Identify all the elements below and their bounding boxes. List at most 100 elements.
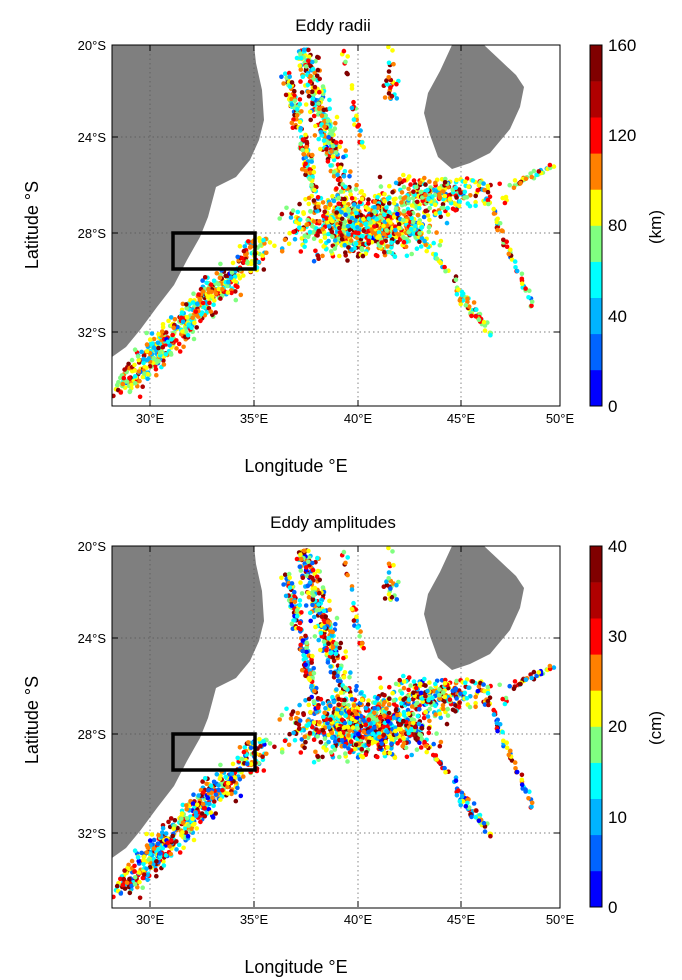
eddy-point xyxy=(366,698,371,703)
eddy-point xyxy=(155,340,161,346)
eddy-point xyxy=(442,180,448,185)
eddy-point xyxy=(353,711,359,717)
eddy-point xyxy=(317,720,322,725)
colorbar-band xyxy=(590,618,602,655)
eddy-point xyxy=(237,745,243,750)
eddy-point xyxy=(287,731,292,737)
eddy-point xyxy=(412,724,418,730)
eddy-point xyxy=(292,88,297,94)
eddy-point xyxy=(441,706,446,712)
eddy-point xyxy=(303,102,309,107)
eddy-point xyxy=(218,296,223,301)
eddy-point xyxy=(386,75,392,80)
eddy-point xyxy=(375,754,380,760)
eddy-point xyxy=(137,895,143,901)
eddy-point xyxy=(321,138,327,143)
eddy-point xyxy=(300,575,306,580)
eddy-point xyxy=(156,846,161,852)
eddy-point xyxy=(315,253,321,258)
eddy-point xyxy=(184,315,190,320)
eddy-point xyxy=(335,177,341,183)
eddy-point xyxy=(317,590,322,596)
eddy-point xyxy=(441,189,446,194)
eddy-point xyxy=(504,239,510,244)
eddy-point xyxy=(225,290,231,295)
eddy-point xyxy=(414,747,420,752)
y-tick-label: 20°S xyxy=(78,539,107,554)
eddy-point xyxy=(445,212,451,217)
eddy-point xyxy=(349,86,355,91)
eddy-point xyxy=(218,762,223,768)
eddy-point xyxy=(359,641,365,646)
eddy-point xyxy=(144,831,149,837)
eddy-point xyxy=(502,701,508,707)
eddy-point xyxy=(382,199,387,204)
eddy-point xyxy=(315,54,320,60)
eddy-point xyxy=(443,176,448,182)
eddy-point xyxy=(387,702,392,707)
eddy-point xyxy=(149,331,155,336)
eddy-point xyxy=(312,84,318,90)
eddy-point xyxy=(336,702,341,707)
eddy-point xyxy=(191,291,196,296)
eddy-point xyxy=(355,725,360,731)
colorbar-tick-label: 160 xyxy=(608,36,636,55)
eddy-point xyxy=(473,193,479,199)
eddy-point xyxy=(382,249,387,255)
eddy-point xyxy=(213,792,219,797)
eddy-point xyxy=(282,738,288,744)
eddy-point xyxy=(318,739,324,745)
eddy-point xyxy=(129,883,134,889)
y-tick-label: 32°S xyxy=(78,826,107,841)
eddy-point xyxy=(237,276,243,281)
eddy-point xyxy=(303,64,309,69)
eddy-point xyxy=(300,638,306,643)
eddy-point xyxy=(328,216,333,221)
eddy-point xyxy=(118,375,123,381)
eddy-point xyxy=(322,118,327,124)
eddy-point xyxy=(311,258,317,264)
eddy-point xyxy=(296,726,302,731)
eddy-point xyxy=(303,565,309,570)
eddy-point xyxy=(256,259,261,265)
eddy-point xyxy=(238,793,244,799)
eddy-point xyxy=(468,694,473,699)
eddy-point xyxy=(485,684,491,690)
eddy-point xyxy=(211,803,216,809)
eddy-point xyxy=(392,755,398,760)
eddy-point xyxy=(348,169,353,174)
eddy-point xyxy=(466,184,471,189)
eddy-point xyxy=(458,802,464,808)
eddy-point xyxy=(183,329,189,334)
eddy-point xyxy=(297,620,303,626)
eddy-point xyxy=(228,776,234,781)
x-tick-label: 50°E xyxy=(546,411,575,426)
eddy-point xyxy=(127,389,133,395)
eddy-point xyxy=(310,560,315,566)
eddy-point xyxy=(132,863,137,869)
eddy-point xyxy=(141,872,147,877)
eddy-point xyxy=(307,109,313,115)
eddy-point xyxy=(312,585,318,591)
eddy-point xyxy=(311,236,317,241)
eddy-point xyxy=(500,228,505,234)
eddy-point xyxy=(417,732,422,737)
eddy-point xyxy=(348,192,353,197)
eddy-point xyxy=(261,237,266,243)
eddy-point xyxy=(159,830,165,835)
eddy-point xyxy=(132,380,138,386)
eddy-point xyxy=(406,687,411,693)
colorbar-band xyxy=(590,582,602,619)
eddy-point xyxy=(322,235,328,240)
eddy-point xyxy=(324,717,329,722)
eddy-point xyxy=(181,845,186,851)
eddy-point xyxy=(298,125,303,131)
eddy-point xyxy=(306,201,312,207)
eddy-point xyxy=(299,737,305,742)
eddy-point xyxy=(384,706,389,711)
eddy-point xyxy=(512,178,518,183)
eddy-point xyxy=(454,177,459,183)
eddy-point xyxy=(174,338,179,343)
eddy-point xyxy=(163,352,169,357)
colorbar-bands xyxy=(590,546,602,908)
